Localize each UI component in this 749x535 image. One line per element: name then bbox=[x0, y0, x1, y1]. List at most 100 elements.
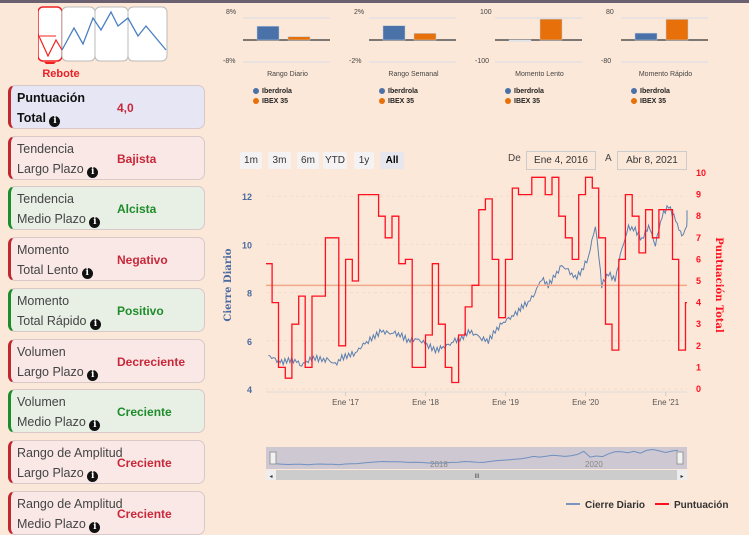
legend-close-label: Cierre Diario bbox=[585, 500, 646, 511]
x-tick-label: Ene '18 bbox=[412, 398, 439, 407]
y2-tick-label: 3 bbox=[696, 319, 701, 329]
indicator-card: Volumen Medio Plazo i Creciente bbox=[8, 389, 205, 433]
card-value: 4,0 bbox=[117, 101, 134, 115]
bar-iberdrola[interactable] bbox=[256, 26, 280, 41]
range-button-ytd[interactable]: YTD bbox=[323, 152, 347, 169]
legend-iberdrola[interactable]: Iberdrola bbox=[253, 88, 292, 95]
card-value: Decreciente bbox=[117, 355, 186, 369]
navigator-scrollbar[interactable] bbox=[266, 470, 687, 480]
range-button-1m[interactable]: 1m bbox=[240, 152, 262, 169]
card-label: Volumen bbox=[17, 345, 66, 359]
mini-chart-2: 100 -100 Momento Lento Iberdrola IBEX 35 bbox=[475, 6, 607, 111]
bar-iberdrola[interactable] bbox=[634, 32, 658, 41]
navigator-window[interactable] bbox=[266, 447, 687, 469]
bar-ibex[interactable] bbox=[413, 33, 437, 41]
card-label: Medio Plazo i bbox=[17, 415, 101, 431]
bar-ibex[interactable] bbox=[665, 19, 689, 41]
range-button-3m[interactable]: 3m bbox=[268, 152, 291, 169]
bar-iberdrola[interactable] bbox=[508, 39, 532, 42]
legend-ibex[interactable]: IBEX 35 bbox=[631, 98, 666, 105]
mini-chart-3: 80 -80 Momento Rápido Iberdrola IBEX 35 bbox=[601, 6, 733, 111]
card-value: Creciente bbox=[117, 456, 172, 470]
navigator-series bbox=[275, 448, 679, 466]
y2-tick-label: 5 bbox=[696, 276, 701, 286]
info-icon[interactable]: i bbox=[87, 471, 99, 482]
y-tick-label: 12 bbox=[242, 192, 252, 202]
y2-tick-label: 10 bbox=[696, 168, 706, 178]
from-date-input[interactable]: Ene 4, 2016 bbox=[526, 151, 596, 170]
indicator-card: Volumen Largo Plazo i Decreciente bbox=[8, 339, 205, 383]
bar-ibex[interactable] bbox=[539, 18, 563, 41]
x-label: Momento Lento bbox=[515, 71, 564, 78]
series-line-puntuacion[interactable] bbox=[266, 176, 687, 384]
range-button-6m[interactable]: 6m bbox=[297, 152, 319, 169]
x-tick-label: Ene '17 bbox=[332, 398, 359, 407]
info-icon[interactable]: i bbox=[89, 420, 101, 431]
card-label: Largo Plazo i bbox=[17, 365, 99, 381]
arrow-right-icon: ▸ bbox=[680, 474, 683, 480]
mini-chart-1: 2% -2% Rango Semanal Iberdrola IBEX 35 bbox=[349, 6, 481, 111]
mini-bar-chart bbox=[369, 17, 456, 63]
info-icon[interactable]: i bbox=[81, 268, 93, 279]
x-tick-label: Ene '21 bbox=[652, 398, 679, 407]
y-tick: -2% bbox=[349, 58, 362, 65]
series-line-cierre-diario[interactable] bbox=[268, 204, 688, 367]
to-label: A bbox=[605, 153, 612, 164]
navigator-label: 2020 bbox=[585, 460, 603, 469]
indicator-card: Momento Total Rápido i Positivo bbox=[8, 288, 205, 332]
navigator-handle[interactable] bbox=[676, 451, 684, 465]
legend-ibex[interactable]: IBEX 35 bbox=[253, 98, 288, 105]
range-button-1y[interactable]: 1y bbox=[354, 152, 374, 169]
card-label: Momento bbox=[17, 243, 70, 257]
card-label: Tendencia bbox=[17, 192, 74, 206]
y2-tick-label: 9 bbox=[696, 190, 701, 200]
navigator-handle[interactable] bbox=[269, 451, 277, 465]
x-label: Rango Semanal bbox=[388, 71, 439, 78]
x-tick-label: Ene '20 bbox=[572, 398, 599, 407]
info-icon[interactable]: i bbox=[89, 217, 101, 228]
legend-iberdrola[interactable]: Iberdrola bbox=[505, 88, 544, 95]
from-label: De bbox=[508, 153, 521, 164]
legend-score-label: Puntuación bbox=[674, 500, 729, 511]
info-icon[interactable]: i bbox=[89, 522, 101, 533]
card-label: Total Lento i bbox=[17, 263, 93, 279]
y2-tick-label: 0 bbox=[696, 384, 701, 394]
mini-bar-chart bbox=[243, 17, 330, 63]
mini-chart-0: 8% -8% Rango Diario Iberdrola IBEX 35 bbox=[223, 6, 355, 111]
info-icon[interactable]: i bbox=[87, 167, 99, 178]
indicator-card: Tendencia Medio Plazo i Alcista bbox=[8, 186, 205, 230]
card-label: Volumen bbox=[17, 395, 66, 409]
bar-iberdrola[interactable] bbox=[382, 25, 406, 41]
y2-tick-label: 6 bbox=[696, 254, 701, 264]
rebound-pattern-icon bbox=[38, 6, 168, 64]
legend-ibex[interactable]: IBEX 35 bbox=[505, 98, 540, 105]
indicator-card: Rango de Amplitud Largo Plazo i Crecient… bbox=[8, 440, 205, 484]
scroll-right-button[interactable] bbox=[677, 470, 687, 480]
info-icon[interactable]: i bbox=[87, 370, 99, 381]
card-label: Largo Plazo i bbox=[17, 162, 99, 178]
indicator-card: Puntuación Total i 4,0 bbox=[8, 85, 205, 129]
card-label: Rango de Amplitud bbox=[17, 446, 123, 460]
y2-tick-label: 4 bbox=[696, 298, 701, 308]
legend-iberdrola[interactable]: Iberdrola bbox=[631, 88, 670, 95]
card-value: Bajista bbox=[117, 152, 157, 166]
x-label: Momento Rápido bbox=[638, 71, 693, 78]
card-label: Momento bbox=[17, 294, 70, 308]
x-label: Rango Diario bbox=[267, 71, 308, 78]
indicator-card: Rango de Amplitud Medio Plazo i Crecient… bbox=[8, 491, 205, 535]
y2-axis-title: Puntuación Total bbox=[713, 237, 724, 333]
y-tick-label: 8 bbox=[247, 289, 252, 299]
y2-tick-label: 8 bbox=[696, 211, 701, 221]
to-date-input[interactable]: Abr 8, 2021 bbox=[617, 151, 687, 170]
info-icon[interactable]: i bbox=[49, 116, 61, 127]
range-button-all[interactable]: All bbox=[380, 152, 404, 169]
legend-score[interactable]: Puntuación bbox=[655, 500, 728, 511]
legend-close[interactable]: Cierre Diario bbox=[566, 500, 645, 511]
info-icon[interactable]: i bbox=[89, 319, 101, 330]
scroll-left-button[interactable] bbox=[266, 470, 276, 480]
legend-iberdrola[interactable]: Iberdrola bbox=[379, 88, 418, 95]
y2-tick-label: 2 bbox=[696, 341, 701, 351]
bar-ibex[interactable] bbox=[287, 36, 311, 41]
legend-ibex[interactable]: IBEX 35 bbox=[379, 98, 414, 105]
y2-tick-label: 7 bbox=[696, 233, 701, 243]
